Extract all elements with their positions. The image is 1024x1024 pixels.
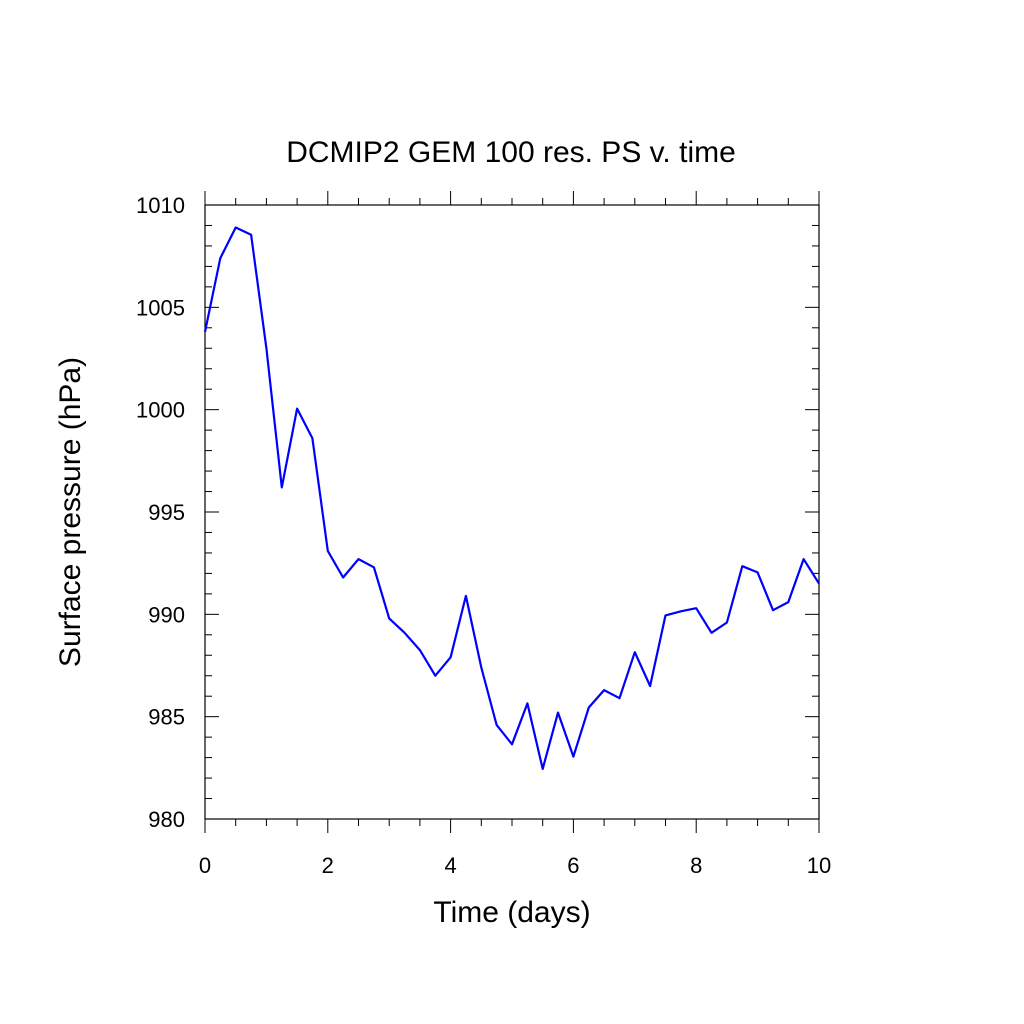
x-tick-label: 4 xyxy=(444,853,456,878)
y-tick-label: 995 xyxy=(148,500,185,525)
chart-title: DCMIP2 GEM 100 res. PS v. time xyxy=(286,136,736,169)
y-tick-label: 1005 xyxy=(136,295,185,320)
x-tick-label: 0 xyxy=(199,853,211,878)
axis-ticks xyxy=(204,191,820,833)
x-tick-label: 10 xyxy=(807,853,831,878)
x-tick-label: 6 xyxy=(567,853,579,878)
y-tick-label: 1000 xyxy=(136,398,185,423)
x-tick-label: 2 xyxy=(322,853,334,878)
y-tick-label: 990 xyxy=(148,602,185,627)
y-axis-label: Surface pressure (hPa) xyxy=(54,357,87,667)
tick-labels: 0 2 4 6 8 10 980 985 990 995 1000 1005 1010 xyxy=(136,193,831,878)
y-tick-label: 1010 xyxy=(136,193,185,218)
series-line xyxy=(203,226,820,771)
y-tick-label: 985 xyxy=(148,705,185,730)
x-axis-label: Time (days) xyxy=(433,896,590,929)
x-tick-label: 8 xyxy=(690,853,702,878)
y-tick-label: 980 xyxy=(148,807,185,832)
plot-frame xyxy=(204,204,820,820)
